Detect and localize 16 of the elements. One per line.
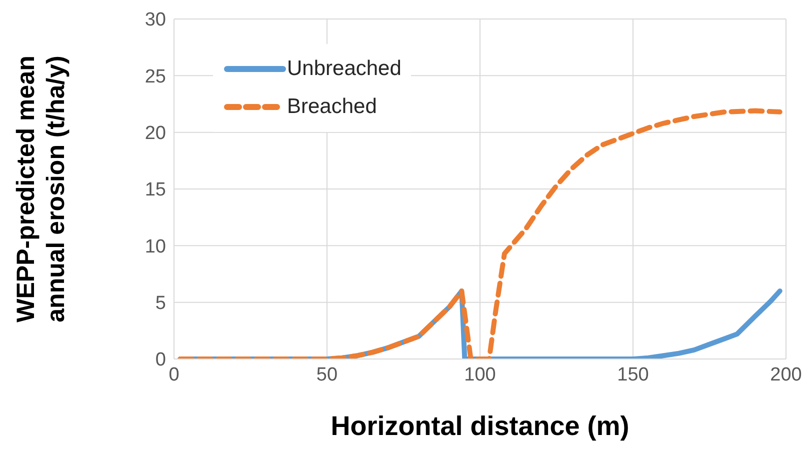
y-tick-label: 25 bbox=[144, 66, 166, 88]
y-axis-title: WEPP-predicted mean annual erosion (t/ha/y) bbox=[12, 56, 70, 322]
y-tick-label: 5 bbox=[155, 293, 166, 314]
y-tick-label: 0 bbox=[155, 350, 166, 371]
y-tick-label: 20 bbox=[144, 123, 166, 144]
x-tick-label: 0 bbox=[168, 364, 180, 386]
x-axis-title: Horizontal distance (m) bbox=[330, 411, 630, 441]
x-tick-label: 50 bbox=[316, 364, 338, 386]
x-tick-label: 200 bbox=[770, 364, 802, 386]
x-tick-label: 150 bbox=[617, 364, 649, 386]
legend-label: Breached bbox=[287, 95, 377, 119]
y-tick-label: 10 bbox=[144, 236, 166, 258]
y-tick-label: 30 bbox=[144, 10, 166, 31]
y-tick-label: 15 bbox=[144, 180, 166, 201]
legend-label: Unbreached bbox=[287, 57, 402, 81]
x-tick-label: 100 bbox=[464, 364, 496, 386]
